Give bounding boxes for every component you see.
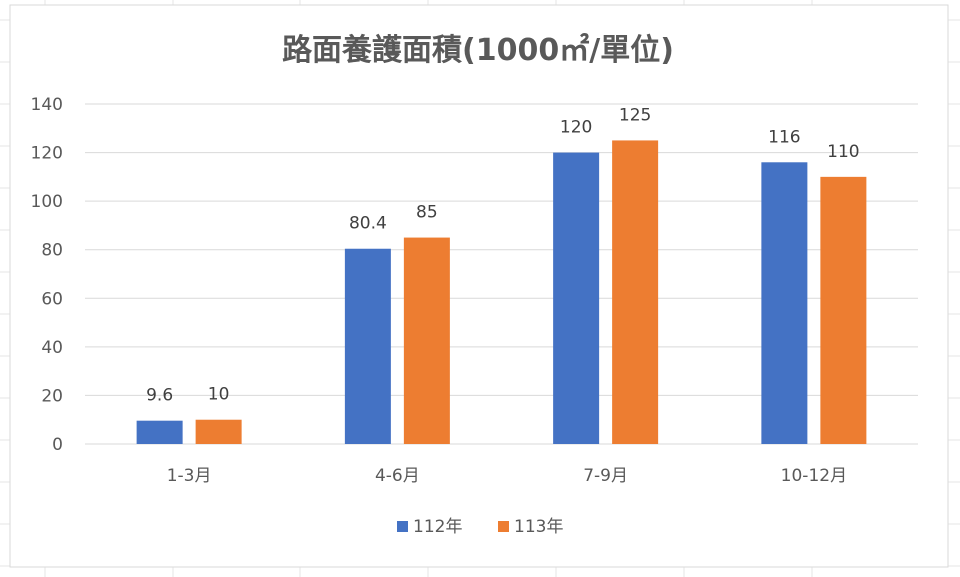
y-tick-label: 60	[41, 289, 63, 309]
legend: 112年 113年	[397, 517, 563, 537]
y-tick-label: 80	[41, 241, 63, 261]
x-tick-label: 1-3月	[167, 466, 212, 486]
bar-series-2	[820, 176, 867, 444]
x-tick-label: 4-6月	[375, 466, 420, 486]
data-label: 110	[827, 142, 859, 162]
legend-item: 112年	[397, 517, 462, 537]
bar-series-1	[761, 162, 808, 445]
legend-label: 113年	[514, 517, 563, 537]
chart-title: 路面養護面積(1000㎡/單位)	[282, 33, 674, 68]
y-tick-label: 120	[31, 144, 63, 164]
y-tick-label: 20	[41, 386, 63, 406]
data-label: 9.6	[146, 386, 173, 406]
data-labels: 9.6 10 80.4 85 120 125 116 110	[146, 105, 860, 405]
bar-series-2	[612, 140, 659, 444]
y-tick-label: 140	[31, 95, 63, 115]
bar-series-2	[195, 419, 242, 444]
x-tick-label: 10-12月	[781, 466, 847, 486]
data-label: 116	[768, 127, 800, 147]
bar-series-1	[553, 152, 600, 445]
data-label: 80.4	[349, 214, 387, 234]
data-label: 10	[208, 385, 230, 405]
y-tick-label: 0	[52, 435, 63, 455]
x-tick-label: 7-9月	[583, 466, 628, 486]
legend-swatch	[397, 521, 408, 532]
data-label: 125	[619, 105, 651, 125]
data-label: 85	[416, 203, 438, 223]
bar-series-1	[136, 420, 183, 444]
legend-item: 113年	[498, 517, 563, 537]
x-axis-ticks: 1-3月 4-6月 7-9月 10-12月	[167, 466, 847, 486]
legend-swatch	[498, 521, 509, 532]
bar-series-2	[403, 237, 450, 444]
y-tick-label: 40	[41, 338, 63, 358]
bar-series-1	[344, 248, 391, 444]
y-tick-label: 100	[31, 192, 63, 212]
bars	[136, 140, 867, 445]
data-label: 120	[560, 118, 592, 138]
y-axis-ticks: 0 20 40 60 80 100 120 140	[31, 95, 63, 455]
legend-label: 112年	[413, 517, 462, 537]
